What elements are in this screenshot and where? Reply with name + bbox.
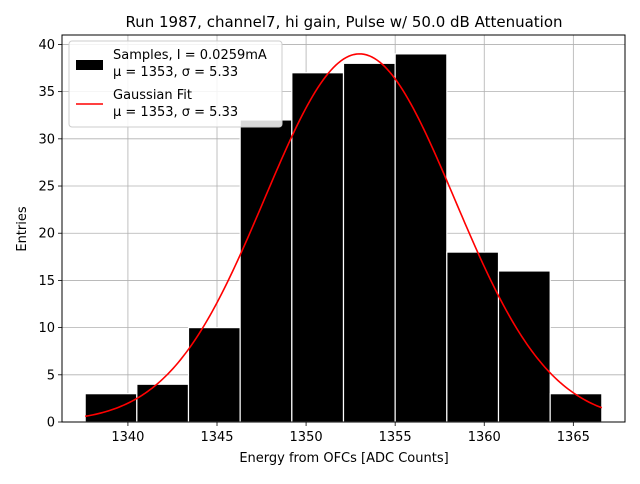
y-tick-label: 5 (47, 368, 55, 383)
histogram-bar (342, 62, 396, 423)
histogram-bar (187, 327, 241, 423)
histogram-bar (446, 251, 500, 423)
y-tick-label: 20 (38, 227, 55, 242)
y-tick-label: 35 (38, 85, 55, 100)
plot-frame (61, 34, 626, 423)
y-tick-label: 10 (38, 321, 55, 336)
legend-samples-label: Samples, I = 0.0259mA (113, 48, 267, 63)
x-tick-label: 1365 (557, 430, 590, 445)
histogram-bars (84, 53, 603, 423)
axis-ticks: 1340 1345 1350 1355 1360 1365 0 5 10 15 20 25 30 35 40 (38, 38, 589, 445)
y-tick-label: 15 (38, 274, 55, 289)
x-tick-label: 1350 (290, 430, 323, 445)
y-tick-label: 30 (38, 132, 55, 147)
gaussian-fit-line (85, 53, 603, 418)
x-tick-label: 1360 (468, 430, 501, 445)
y-axis-title: Entries (15, 206, 30, 252)
y-tick-label: 25 (38, 180, 55, 195)
histogram-bar (497, 270, 551, 423)
histogram-bar (84, 393, 138, 423)
legend-box (68, 40, 283, 128)
histogram-bar (394, 53, 448, 423)
histogram-bar (239, 119, 293, 423)
histogram-bar (291, 72, 345, 423)
legend-fit-stats: μ = 1353, σ = 5.33 (113, 105, 238, 120)
legend: Samples, I = 0.0259mA μ = 1353, σ = 5.33… (68, 40, 283, 128)
x-axis-title: Energy from OFCs [ADC Counts] (239, 451, 448, 466)
legend-fit-label: Gaussian Fit (113, 88, 192, 103)
y-tick-label: 40 (38, 38, 55, 53)
legend-samples-stats: μ = 1353, σ = 5.33 (113, 65, 238, 80)
y-tick-label: 0 (47, 416, 55, 431)
x-tick-label: 1340 (111, 430, 144, 445)
chart-title: Run 1987, channel7, hi gain, Pulse w/ 50… (125, 13, 562, 31)
x-tick-label: 1355 (379, 430, 412, 445)
x-tick-label: 1345 (200, 430, 233, 445)
histogram-bar (136, 383, 190, 423)
histogram-bar (549, 393, 603, 423)
legend-samples-swatch (76, 60, 103, 70)
